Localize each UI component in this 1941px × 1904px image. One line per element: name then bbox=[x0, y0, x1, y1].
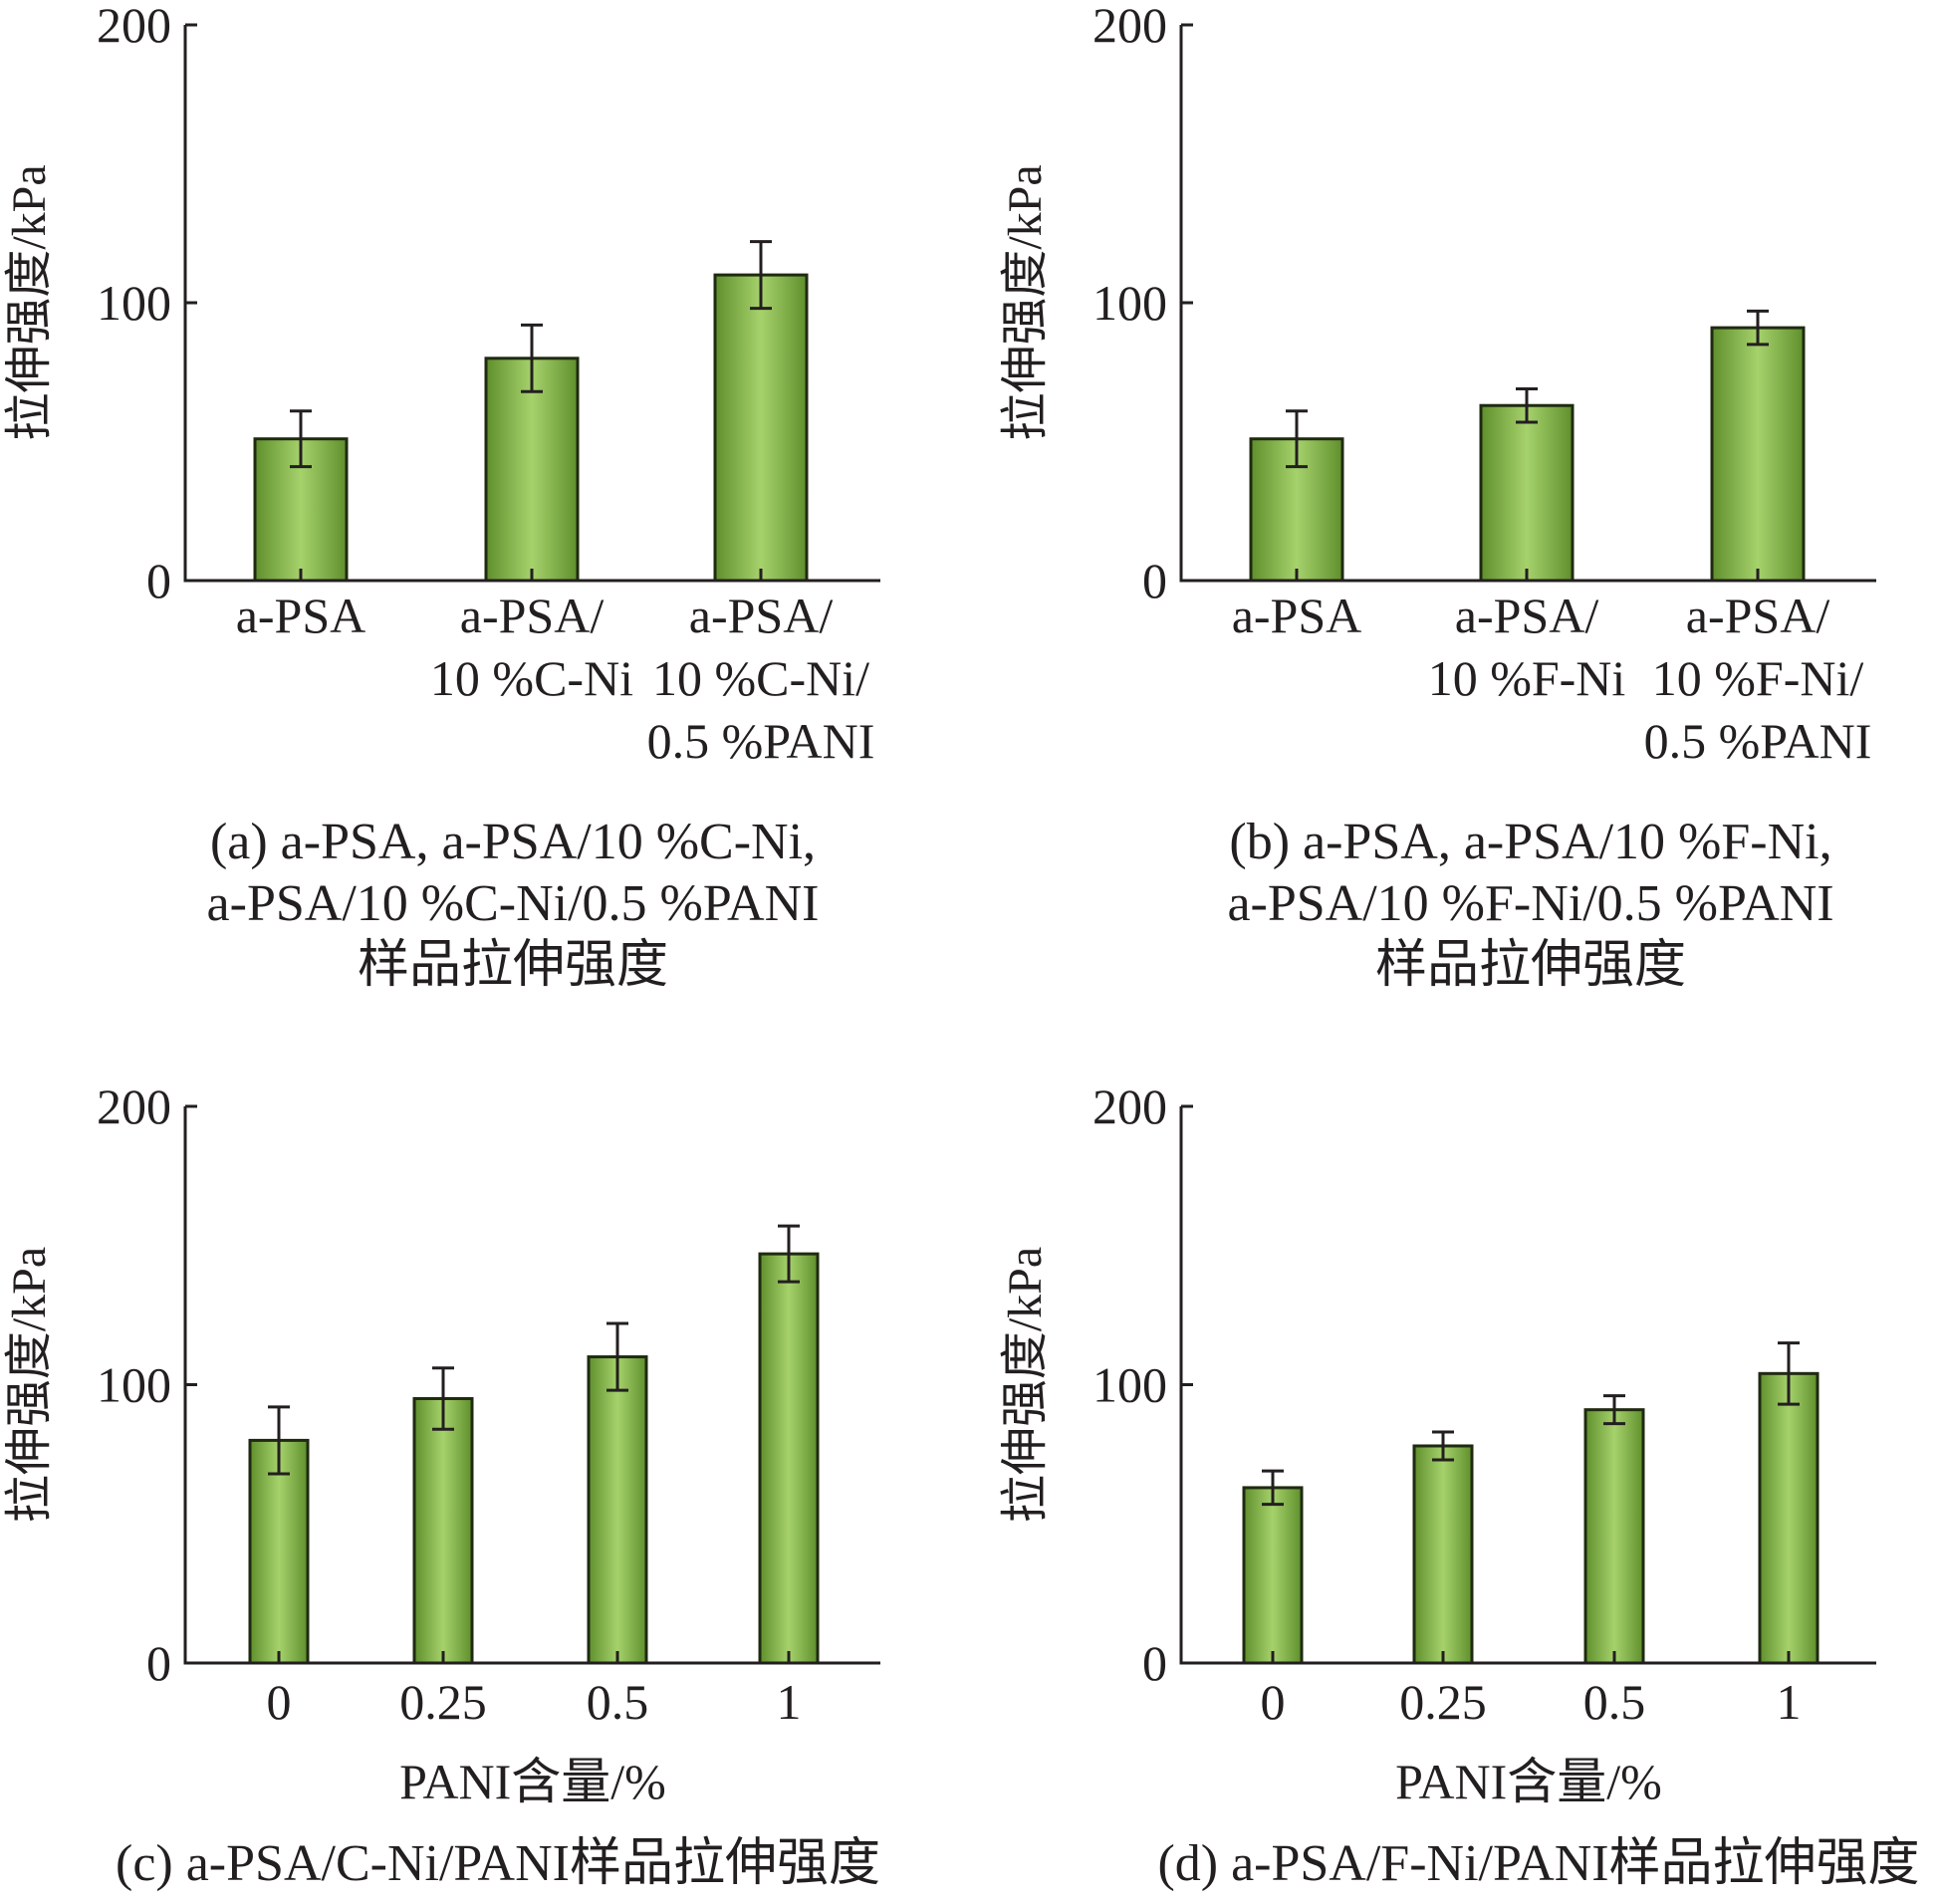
error-bar-c-0 bbox=[268, 1405, 290, 1476]
caption-a: (a) a-PSA, a-PSA/10 %C-Ni, a-PSA/10 %C-Ni… bbox=[207, 814, 820, 994]
x-tick-label-b-1: a-PSA/10 %F-Ni bbox=[1428, 588, 1626, 706]
chart-panel-b: 0 100 200 a-PSA a-PSA/10 %F-Nia-PSA/10 %F-Ni… bbox=[999, 0, 1876, 994]
bar-d-1 bbox=[1412, 1444, 1474, 1665]
x-tick-label-a-2: a-PSA/10 %C-Ni/0.5 %PANI bbox=[647, 588, 875, 769]
x-tick-label-b-2: a-PSA/10 %F-Ni/0.5 %PANI bbox=[1644, 588, 1872, 769]
y-tick-label-d-1: 100 bbox=[1092, 1357, 1167, 1413]
bar-d-2 bbox=[1583, 1408, 1645, 1665]
caption-d: (d) a-PSA/F-Ni/PANI样品拉伸强度 bbox=[1157, 1835, 1919, 1892]
y-axis-label-a: 拉伸强度/kPa bbox=[3, 164, 56, 440]
y-tick-label-b-2: 200 bbox=[1092, 0, 1167, 53]
error-bar-d-2 bbox=[1603, 1394, 1625, 1426]
error-bar-d-0 bbox=[1262, 1469, 1284, 1507]
bar-c-3 bbox=[758, 1252, 820, 1665]
error-bar-c-3 bbox=[778, 1224, 800, 1284]
x-tick-label-c-1: 0.25 bbox=[399, 1674, 487, 1730]
bar-a-2 bbox=[713, 273, 809, 583]
x-tick-label-a-0: a-PSA bbox=[236, 588, 366, 643]
x-axis-label-d: PANI含量/% bbox=[1395, 1754, 1662, 1809]
y-tick-label-b-0: 0 bbox=[1142, 553, 1167, 608]
y-tick-label-b-1: 100 bbox=[1092, 275, 1167, 331]
x-tick-label-d-2: 0.5 bbox=[1583, 1674, 1646, 1730]
y-axis-label-b: 拉伸强度/kPa bbox=[999, 164, 1052, 440]
error-bar-a-1 bbox=[521, 323, 543, 393]
y-tick-label-d-0: 0 bbox=[1142, 1635, 1167, 1691]
y-tick-label-a-0: 0 bbox=[146, 553, 171, 608]
x-tick-label-d-0: 0 bbox=[1261, 1674, 1286, 1730]
bar-b-2 bbox=[1710, 326, 1806, 583]
chart-panel-d: 0 100 200 0 0.25 0.5 1 拉伸强度/kPa PANI含量/% (d) a-PS… bbox=[999, 1078, 1920, 1892]
error-bar-a-2 bbox=[750, 240, 772, 311]
x-tick-label-c-3: 1 bbox=[777, 1674, 802, 1730]
error-bar-b-0 bbox=[1286, 409, 1308, 469]
error-bar-b-1 bbox=[1516, 386, 1538, 424]
y-tick-label-c-0: 0 bbox=[146, 1635, 171, 1691]
y-tick-label-d-2: 200 bbox=[1092, 1078, 1167, 1134]
x-tick-label-b-0: a-PSA bbox=[1232, 588, 1362, 643]
bar-c-0 bbox=[248, 1438, 310, 1665]
x-tick-label-c-2: 0.5 bbox=[587, 1674, 649, 1730]
y-tick-label-c-2: 200 bbox=[97, 1078, 171, 1134]
x-axis-label-c: PANI含量/% bbox=[399, 1754, 666, 1809]
bar-d-0 bbox=[1242, 1486, 1304, 1665]
y-tick-label-a-1: 100 bbox=[97, 275, 171, 331]
y-axis-label-c: 拉伸强度/kPa bbox=[3, 1247, 56, 1523]
chart-panel-a: 0 100 200 a-PSA a-PSA/10 %C-Nia-PSA/10 %C-Ni… bbox=[3, 0, 880, 994]
y-axis-label-d: 拉伸强度/kPa bbox=[999, 1247, 1052, 1523]
caption-c: (c) a-PSA/C-Ni/PANI样品拉伸强度 bbox=[116, 1835, 880, 1892]
x-tick-label-a-1: a-PSA/10 %C-Ni bbox=[430, 588, 633, 706]
caption-b: (b) a-PSA, a-PSA/10 %F-Ni, a-PSA/10 %F-Ni… bbox=[1227, 814, 1833, 994]
error-bar-a-0 bbox=[290, 409, 312, 469]
x-tick-label-d-1: 0.25 bbox=[1399, 1674, 1487, 1730]
error-bar-d-3 bbox=[1778, 1341, 1800, 1406]
bar-c-2 bbox=[587, 1355, 648, 1665]
x-tick-label-c-0: 0 bbox=[267, 1674, 292, 1730]
error-bar-c-1 bbox=[432, 1366, 454, 1431]
bar-c-1 bbox=[412, 1396, 474, 1665]
error-bar-b-2 bbox=[1747, 309, 1769, 347]
error-bar-d-1 bbox=[1432, 1430, 1454, 1462]
chart-panel-c: 0 100 200 0 0.25 0.5 1 拉伸强度/kPa PANI含量/% (c) a-PS… bbox=[3, 1078, 880, 1892]
x-tick-label-d-3: 1 bbox=[1777, 1674, 1802, 1730]
error-bar-c-2 bbox=[607, 1321, 628, 1392]
bar-d-3 bbox=[1758, 1371, 1820, 1665]
bar-b-1 bbox=[1479, 403, 1575, 583]
y-tick-label-a-2: 200 bbox=[97, 0, 171, 53]
y-tick-label-c-1: 100 bbox=[97, 1357, 171, 1413]
